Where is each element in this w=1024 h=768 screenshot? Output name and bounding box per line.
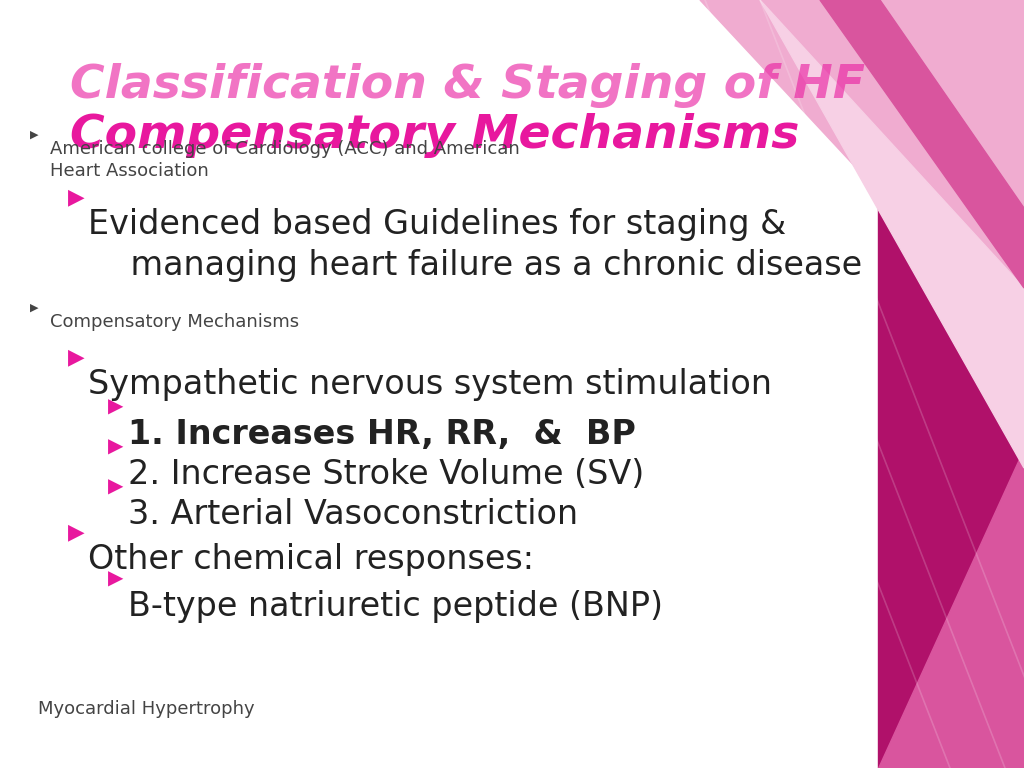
- Text: ▶: ▶: [108, 570, 123, 589]
- Text: Evidenced based Guidelines for staging &
    managing heart failure as a chronic: Evidenced based Guidelines for staging &…: [88, 208, 862, 282]
- Text: 3. Arterial Vasoconstriction: 3. Arterial Vasoconstriction: [128, 498, 579, 531]
- Polygon shape: [760, 0, 1024, 468]
- Text: Sympathetic nervous system stimulation: Sympathetic nervous system stimulation: [88, 368, 772, 401]
- Text: ▶: ▶: [68, 347, 85, 367]
- Text: Compensatory Mechanisms: Compensatory Mechanisms: [50, 313, 299, 331]
- Text: Classification & Staging of HF: Classification & Staging of HF: [70, 63, 865, 108]
- Text: Compensatory Mechanisms: Compensatory Mechanisms: [70, 113, 800, 158]
- Text: ▶: ▶: [30, 129, 39, 139]
- Text: ▶: ▶: [30, 302, 39, 312]
- Text: ▶: ▶: [108, 398, 123, 417]
- Text: Myocardial Hypertrophy: Myocardial Hypertrophy: [38, 700, 255, 718]
- Text: ▶: ▶: [108, 438, 123, 457]
- Polygon shape: [700, 0, 1024, 348]
- Text: 1. Increases HR, RR,  &  BP: 1. Increases HR, RR, & BP: [128, 418, 636, 451]
- Text: ▶: ▶: [68, 522, 85, 542]
- Polygon shape: [820, 0, 1024, 288]
- Text: 2. Increase Stroke Volume (SV): 2. Increase Stroke Volume (SV): [128, 458, 644, 491]
- Text: Other chemical responses:: Other chemical responses:: [88, 543, 534, 576]
- Text: B-type natriuretic peptide (BNP): B-type natriuretic peptide (BNP): [128, 590, 663, 623]
- Polygon shape: [878, 448, 1024, 768]
- Polygon shape: [878, 0, 1024, 768]
- Text: ▶: ▶: [108, 478, 123, 497]
- Text: ▶: ▶: [68, 187, 85, 207]
- Text: American college of Cardiology (ACC) and American
Heart Association: American college of Cardiology (ACC) and…: [50, 140, 520, 180]
